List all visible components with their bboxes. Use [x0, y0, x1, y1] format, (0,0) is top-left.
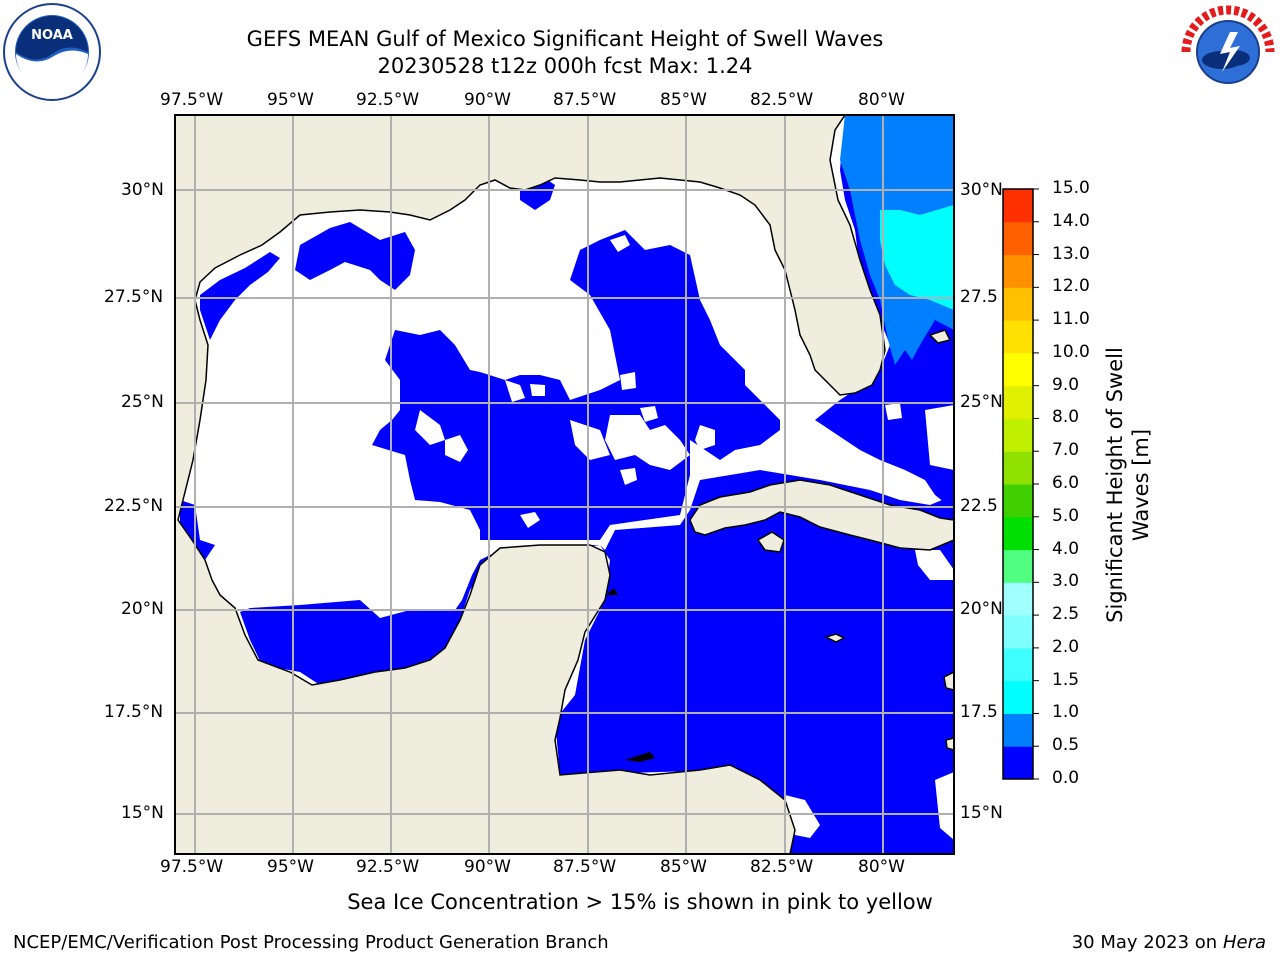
colorbar-segment [1003, 418, 1033, 452]
chart-subtitle: 20230528 t12z 000h fcst Max: 1.24 [377, 54, 753, 78]
colorbar-tick-label: 13.0 [1052, 243, 1090, 264]
map-frame [174, 114, 955, 855]
colorbar-tick-label: 0.0 [1052, 768, 1080, 788]
lat-tick-left: 22.5°N [104, 496, 164, 516]
colorbar-segment [1003, 746, 1033, 780]
colorbar-tick-label: 11.0 [1052, 309, 1090, 330]
lon-tick-bottom: 90°W [464, 857, 511, 877]
lat-tick-right: 20°N [960, 599, 1003, 619]
lat-tick-left: 25°N [121, 392, 164, 412]
lon-tick-top: 95°W [267, 90, 314, 110]
colorbar-segment [1003, 352, 1033, 387]
noaa-logo: NOAA [2, 2, 102, 102]
colorbar-tick-label: 14.0 [1052, 210, 1090, 231]
footer-date: 30 May 2023 on Hera [1071, 932, 1266, 953]
lat-tick-right: 22.5 [960, 496, 998, 516]
lon-tick-bottom: 97.5°W [160, 857, 224, 877]
colorbar-tick-label: 2.0 [1052, 636, 1080, 657]
colorbar-segment [1003, 516, 1033, 551]
colorbar-segment [1003, 615, 1033, 649]
colorbar-tick-label: 10.0 [1052, 341, 1090, 362]
footer-credit: NCEP/EMC/Verification Post Processing Pr… [13, 932, 609, 953]
lon-tick-top: 90°W [464, 90, 511, 110]
sea-ice-note: Sea Ice Concentration > 15% is shown in … [347, 890, 933, 914]
colorbar-segment [1003, 189, 1033, 223]
lat-tick-right: 27.5 [960, 287, 998, 307]
lon-tick-bottom: 92.5°W [356, 857, 420, 877]
lon-tick-top: 80°W [858, 90, 905, 110]
lat-tick-left: 17.5°N [104, 702, 164, 722]
colorbar-tick-label: 0.5 [1052, 735, 1080, 756]
lon-tick-bottom: 95°W [267, 857, 314, 877]
colorbar-tick-label: 1.5 [1052, 669, 1080, 690]
colorbar-segment [1003, 320, 1033, 354]
colorbar-tick-label: 12.0 [1052, 276, 1090, 297]
colorbar-segment [1003, 484, 1033, 518]
lat-tick-left: 30°N [121, 180, 164, 200]
lat-tick-left: 20°N [121, 599, 164, 619]
colorbar-tick-label: 4.0 [1052, 538, 1080, 559]
colorbar-tick-label: 2.5 [1052, 604, 1080, 625]
colorbar-tick-label: 3.0 [1052, 571, 1080, 592]
colorbar-tick-label: 9.0 [1052, 374, 1080, 395]
colorbar-segment [1003, 287, 1033, 321]
colorbar [1002, 188, 1039, 780]
lat-tick-left: 15°N [121, 803, 164, 823]
lon-tick-bottom: 85°W [660, 857, 707, 877]
lat-tick-right: 17.5 [960, 702, 998, 722]
colorbar-tick-label: 15.0 [1052, 178, 1090, 198]
colorbar-segment [1003, 713, 1033, 747]
lat-tick-left: 27.5°N [104, 287, 164, 307]
colorbar-tick-label: 5.0 [1052, 505, 1080, 526]
lat-tick-right: 25°N [960, 392, 1003, 412]
lat-tick-right: 30°N [960, 180, 1003, 200]
colorbar-segment [1003, 221, 1033, 256]
colorbar-tick-label: 7.0 [1052, 440, 1080, 461]
lon-tick-bottom: 82.5°W [750, 857, 814, 877]
small-islands [606, 588, 655, 762]
land-masses [175, 115, 954, 854]
swell-field-1.0-1.5 [880, 205, 954, 310]
lat-tick-right: 15°N [960, 803, 1003, 823]
lon-tick-top: 97.5°W [160, 90, 224, 110]
colorbar-segment [1003, 582, 1033, 616]
colorbar-tick-label: 1.0 [1052, 702, 1080, 723]
lon-tick-bottom: 87.5°W [553, 857, 617, 877]
lon-tick-top: 87.5°W [553, 90, 617, 110]
colorbar-segment [1003, 254, 1033, 288]
graticule [175, 115, 954, 854]
chart-title: GEFS MEAN Gulf of Mexico Significant Hei… [246, 27, 884, 51]
colorbar-segment [1003, 549, 1033, 583]
colorbar-label: Significant Height of Swell Waves [m] [1103, 347, 1153, 623]
colorbar-segment [1003, 451, 1033, 485]
colorbar-segment [1003, 385, 1033, 419]
colorbar-segment [1003, 680, 1033, 714]
lon-tick-top: 82.5°W [750, 90, 814, 110]
lon-tick-bottom: 80°W [858, 857, 905, 877]
lon-tick-top: 85°W [660, 90, 707, 110]
svg-text:NOAA: NOAA [31, 28, 73, 43]
lon-tick-top: 92.5°W [356, 90, 420, 110]
colorbar-segment [1003, 647, 1033, 682]
colorbar-tick-label: 8.0 [1052, 407, 1080, 428]
colorbar-tick-label: 6.0 [1052, 473, 1080, 493]
nws-logo [1178, 2, 1278, 102]
